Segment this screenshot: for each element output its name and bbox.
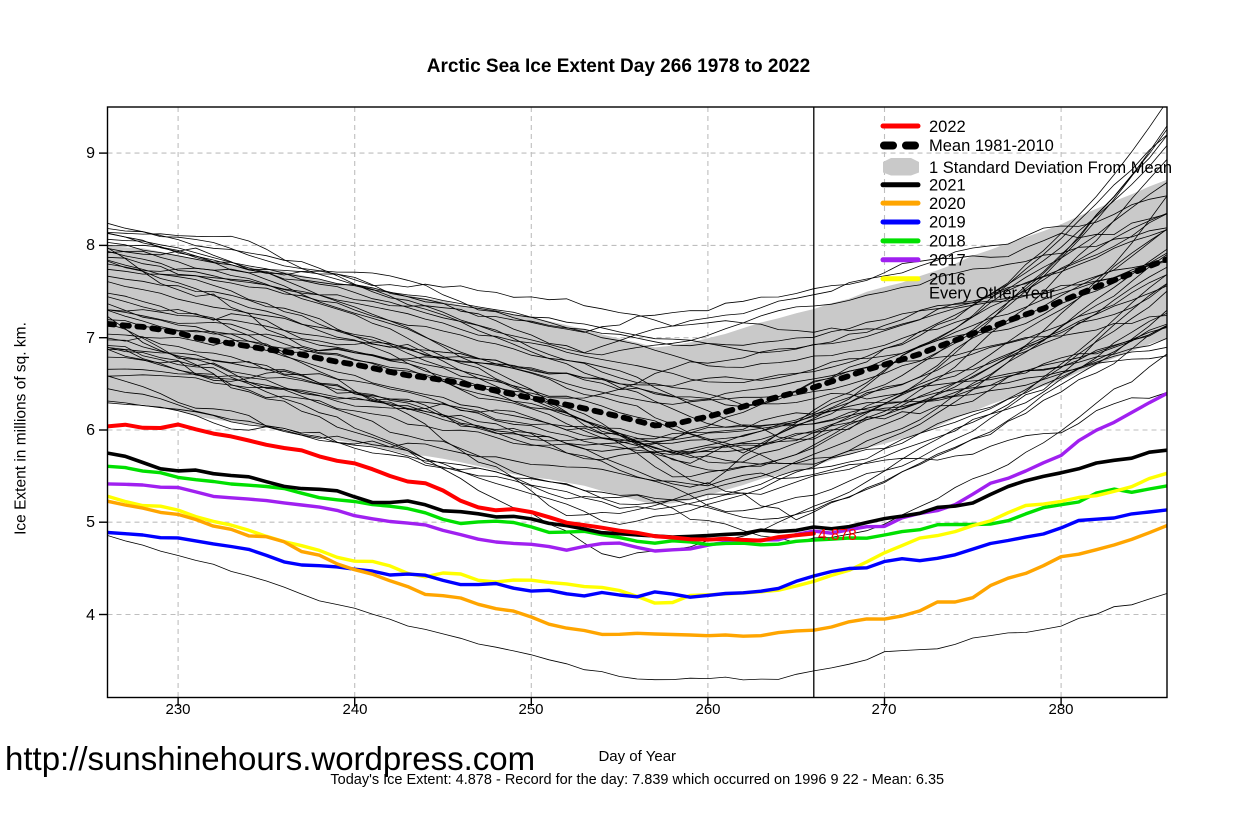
svg-text:Every Other Year: Every Other Year: [929, 285, 1055, 303]
svg-text:4.878: 4.878: [818, 527, 857, 544]
svg-text:2020: 2020: [929, 195, 966, 213]
svg-text:2018: 2018: [929, 233, 966, 251]
svg-text:2022: 2022: [929, 118, 966, 136]
svg-text:2019: 2019: [929, 214, 966, 232]
svg-text:Mean 1981-2010: Mean 1981-2010: [929, 137, 1054, 155]
svg-text:2017: 2017: [929, 252, 966, 270]
svg-text:1 Standard Deviation From Mean: 1 Standard Deviation From Mean: [929, 159, 1172, 177]
svg-text:2021: 2021: [929, 177, 966, 195]
